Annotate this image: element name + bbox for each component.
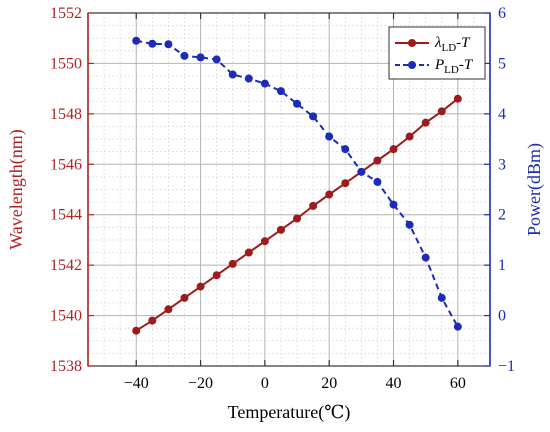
right-y-tick-label: 3 [498, 156, 506, 173]
x-tick-label: −20 [188, 375, 213, 392]
power-series-line [136, 39, 459, 328]
series-layer [132, 36, 462, 335]
power-point [228, 70, 237, 79]
wavelength-point [260, 237, 269, 246]
wavelength-point [421, 118, 430, 127]
left-y-tick-label: 1542 [50, 257, 82, 274]
power-point [196, 53, 205, 62]
right-y-tick-label: 2 [498, 207, 506, 224]
legend: λLD-T PLD-T [388, 26, 486, 80]
left-y-tick-label: 1550 [50, 55, 82, 72]
power-point [148, 39, 157, 48]
wavelength-point [325, 190, 334, 199]
left-y-tick-label: 1548 [50, 106, 82, 123]
left-y-tick-label: 1538 [50, 358, 82, 375]
power-point [389, 200, 398, 209]
left-y-tick-label: 1540 [50, 308, 82, 325]
x-tick-label: 60 [450, 375, 466, 392]
power-point [132, 36, 141, 45]
wavelength-point [373, 156, 382, 165]
wavelength-point [180, 293, 189, 302]
power-point [309, 112, 318, 121]
right-y-tick-label: 0 [498, 308, 506, 325]
right-y-tick-label: 1 [498, 257, 506, 274]
power-point [180, 51, 189, 60]
power-point [341, 145, 350, 154]
power-point [437, 293, 446, 302]
x-tick-label: 40 [386, 375, 402, 392]
power-point [212, 55, 221, 64]
wavelength-point [132, 326, 141, 335]
left-y-tick-label: 1544 [50, 207, 82, 224]
power-point [325, 132, 334, 141]
legend-marker-power [408, 61, 416, 69]
axes: −40 −20 0 20 40 60153815401542154415461548155… [50, 5, 515, 392]
right-y-tick-label: 5 [498, 55, 506, 72]
wavelength-point [276, 225, 285, 234]
wavelength-point [228, 259, 237, 268]
wavelength-point [453, 94, 462, 103]
legend-marker-wavelength [408, 39, 416, 47]
right-y-axis-title: Power(dBm) [524, 143, 545, 236]
power-point [405, 220, 414, 229]
right-y-tick-label: −1 [498, 358, 515, 375]
left-y-tick-label: 1546 [50, 156, 82, 173]
legend-box [388, 26, 486, 80]
wavelength-point [389, 145, 398, 154]
wavelength-point [405, 132, 414, 141]
power-point [357, 167, 366, 176]
wavelength-point [309, 201, 318, 210]
wavelength-point [164, 305, 173, 314]
power-point [421, 253, 430, 262]
power-point [276, 87, 285, 96]
wavelength-point [244, 248, 253, 257]
power-point [293, 99, 302, 108]
x-axis-title: Temperature(℃) [228, 402, 351, 423]
power-point [373, 177, 382, 186]
left-y-axis-title: Wavelength(nm) [6, 129, 27, 250]
grid [88, 12, 490, 367]
wavelength-point [437, 107, 446, 116]
right-y-tick-label: 6 [498, 5, 506, 22]
power-point [260, 79, 269, 88]
x-tick-label: 0 [261, 375, 269, 392]
legend-label-power: PLD-T [434, 57, 474, 76]
power-point [164, 40, 173, 49]
left-y-tick-label: 1552 [50, 5, 82, 22]
right-y-tick-label: 4 [498, 106, 506, 123]
x-tick-label: 20 [321, 375, 337, 392]
wavelength-point [293, 214, 302, 223]
legend-label-wavelength: λLD-T [434, 35, 471, 54]
power-point [244, 74, 253, 83]
x-tick-label: −40 [124, 375, 149, 392]
wavelength-point [341, 179, 350, 188]
wavelength-point [196, 282, 205, 291]
wavelength-point [148, 316, 157, 325]
power-point [453, 322, 462, 331]
wavelength-point [212, 271, 221, 280]
